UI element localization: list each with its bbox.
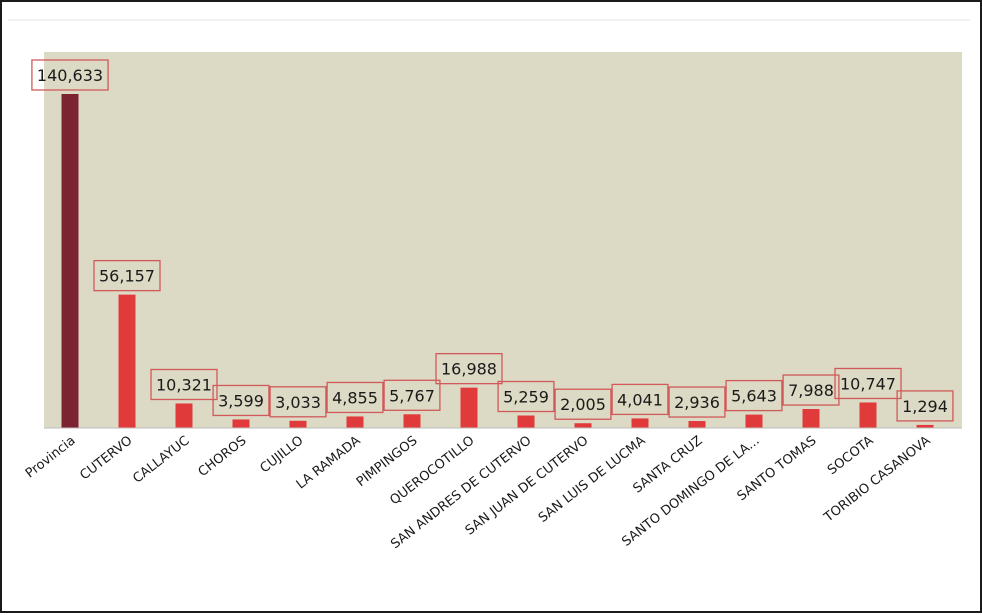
data-label-text: 2,005 [560, 395, 606, 414]
category-label-callayuc: CALLAYUC [130, 433, 192, 486]
plot-area [44, 52, 962, 428]
data-label-text: 10,747 [840, 374, 896, 393]
bar-santa-cruz [688, 421, 706, 428]
data-label-text: 5,259 [503, 388, 549, 407]
data-label-text: 16,988 [441, 360, 497, 379]
data-label-box [611, 383, 669, 416]
data-label-san-andres-de-cutervo: 5,259 [497, 380, 555, 413]
bar-san-luis-de-lucma [631, 418, 649, 428]
data-label-text: 4,855 [332, 388, 378, 407]
bar-santo-domingo-de-la [745, 414, 763, 428]
data-label-text: 56,157 [99, 267, 155, 286]
data-label-san-luis-de-lucma: 4,041 [611, 383, 669, 416]
data-label-box [383, 379, 441, 411]
data-label-santa-cruz: 2,936 [668, 386, 726, 418]
data-label-text: 140,633 [37, 66, 103, 85]
data-label-provincia: 140,633 [31, 59, 109, 91]
bar-toribio-casanova [916, 424, 934, 428]
data-label-box [150, 368, 218, 401]
data-label-text: 1,294 [902, 397, 948, 416]
data-label-box [269, 386, 327, 418]
data-label-box [93, 259, 161, 292]
bar-pimpingos [403, 414, 421, 428]
data-label-box [326, 381, 384, 414]
category-label-provincia: Provincia [23, 433, 79, 481]
bar-provincia [61, 94, 79, 428]
category-label-toribio-casanova: TORIBIO CASANOVA [821, 433, 934, 526]
category-label-la-ramada: LA RAMADA [294, 433, 364, 492]
data-label-box [435, 353, 503, 385]
data-label-text: 5,643 [731, 387, 777, 406]
bar-san-juan-de-cutervo [574, 423, 592, 428]
data-label-text: 4,041 [617, 390, 663, 409]
bar-choros [232, 419, 250, 428]
bar-socota [859, 402, 877, 428]
category-label-choros: CHOROS [196, 433, 250, 480]
data-label-callayuc: 10,321 [150, 368, 218, 401]
category-label-san-luis-de-lucma: SAN LUIS DE LUCMA [536, 433, 649, 526]
data-label-choros: 3,599 [212, 384, 270, 417]
bar-querocotillo [460, 387, 478, 428]
category-label-cujillo: CUJILLO [257, 433, 306, 476]
data-label-box [782, 374, 840, 406]
bar-cujillo [289, 420, 307, 428]
bar-la-ramada [346, 416, 364, 428]
data-label-box [834, 367, 902, 400]
bar-santo-tomas [802, 409, 820, 428]
data-label-querocotillo: 16,988 [435, 353, 503, 385]
data-label-text: 7,988 [788, 381, 834, 400]
data-label-toribio-casanova: 1,294 [896, 390, 954, 422]
bars-group [61, 94, 934, 428]
data-label-box [497, 380, 555, 413]
data-label-santo-tomas: 7,988 [782, 374, 840, 406]
data-label-cujillo: 3,033 [269, 386, 327, 418]
data-label-text: 3,599 [218, 391, 264, 410]
category-label-socota: SOCOTA [825, 433, 877, 478]
data-label-text: 5,767 [389, 386, 435, 405]
value-labels-group: 140,633 56,157 10,321 3,599 3,033 4,855 5,767 1… [31, 59, 954, 422]
data-label-box [668, 386, 726, 418]
data-label-la-ramada: 4,855 [326, 381, 384, 414]
category-label-cutervo: CUTERVO [77, 433, 135, 483]
data-label-san-juan-de-cutervo: 2,005 [554, 388, 612, 420]
data-label-cutervo: 56,157 [93, 259, 161, 292]
data-label-box [896, 390, 954, 422]
data-label-text: 10,321 [156, 375, 212, 394]
data-label-box [212, 384, 270, 417]
data-label-text: 3,033 [275, 393, 321, 412]
bar-callayuc [175, 403, 193, 428]
data-label-socota: 10,747 [834, 367, 902, 400]
data-label-box [554, 388, 612, 420]
data-label-text: 2,936 [674, 393, 720, 412]
data-label-box [725, 379, 783, 412]
data-label-santo-domingo-de-la: 5,643 [725, 379, 783, 412]
bar-san-andres-de-cutervo [517, 415, 535, 428]
data-label-box [31, 59, 109, 91]
data-label-pimpingos: 5,767 [383, 379, 441, 411]
bar-cutervo [118, 294, 136, 428]
